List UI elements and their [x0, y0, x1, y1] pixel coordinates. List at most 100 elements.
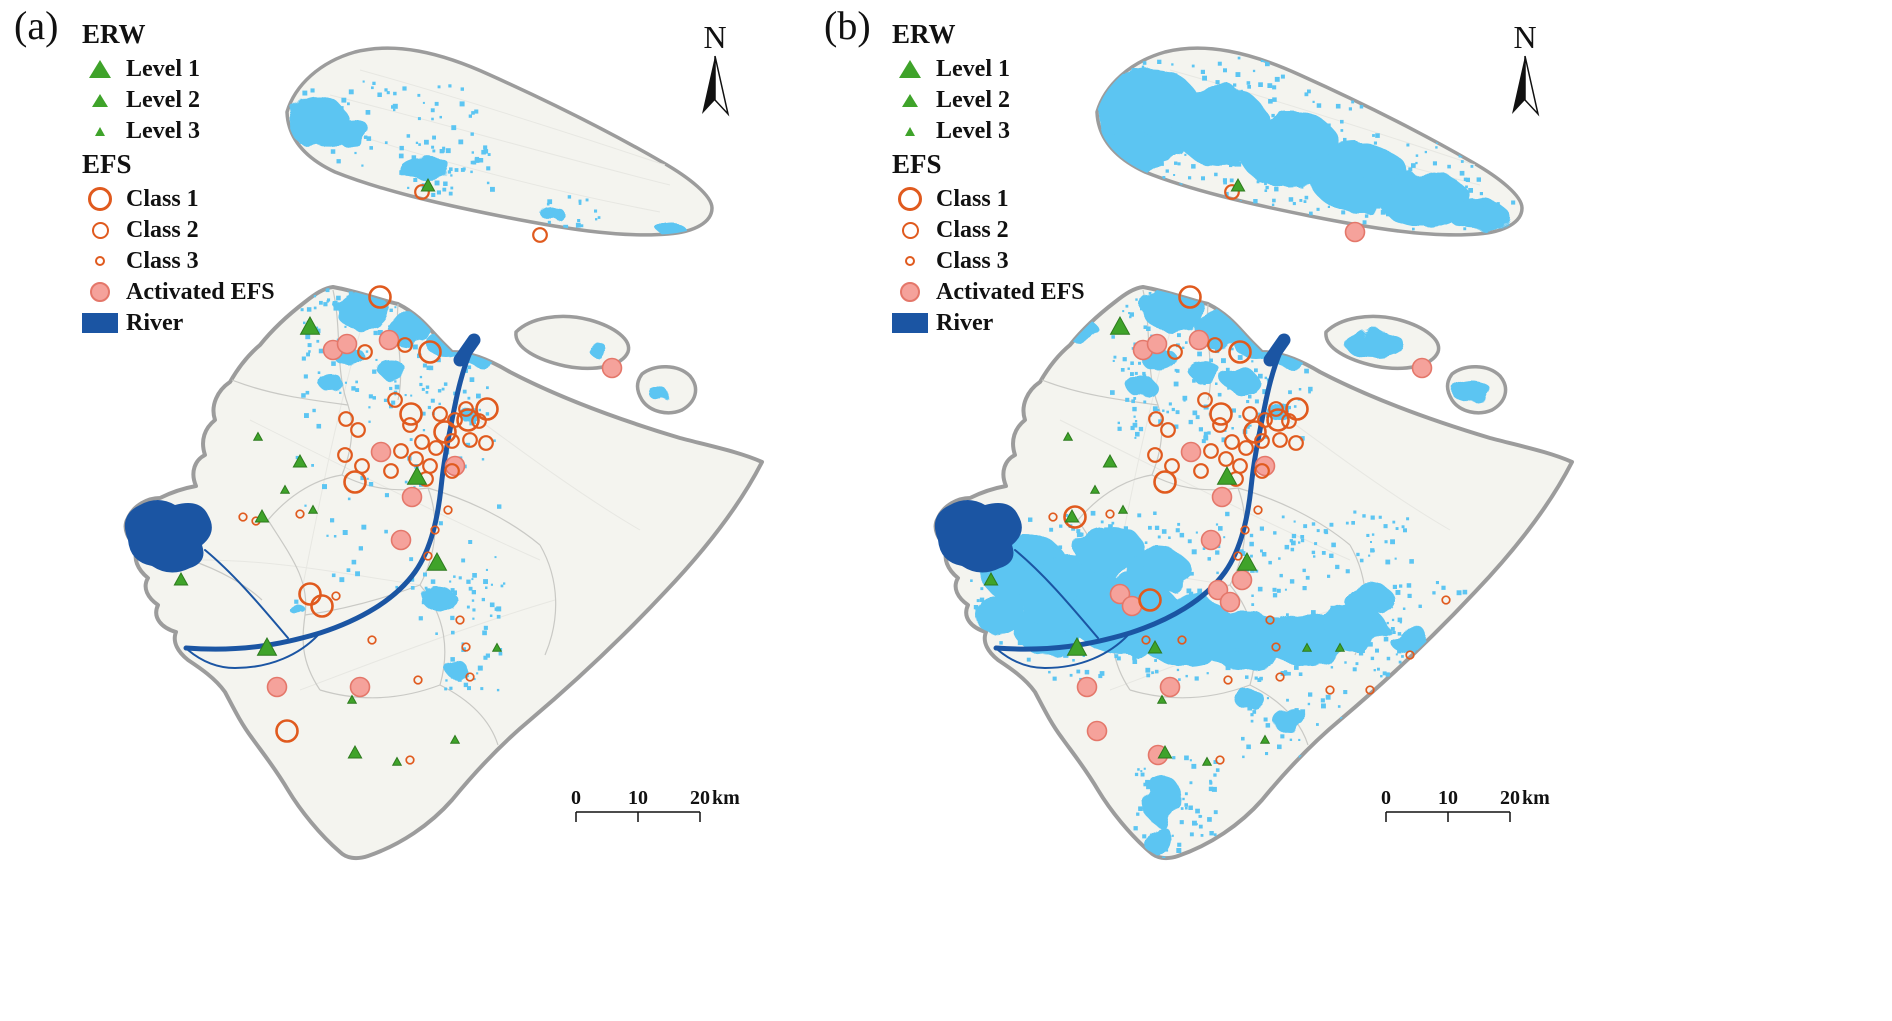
flood-speckle	[1392, 630, 1396, 634]
flood-speckle	[1254, 676, 1258, 680]
flood-speckle	[1272, 85, 1277, 90]
flood-speckle	[420, 293, 424, 297]
flood-speckle	[1319, 631, 1322, 634]
flood-speckle	[1149, 631, 1153, 635]
flood-speckle	[1052, 676, 1057, 681]
flood-area	[1095, 130, 1165, 180]
efs-class2-marker	[1167, 344, 1183, 360]
flood-speckle	[1287, 405, 1291, 410]
flood-speckle	[1199, 374, 1204, 379]
flood-speckle	[1258, 373, 1263, 379]
flood-speckle	[1112, 359, 1115, 362]
flood-speckle	[1329, 741, 1332, 744]
flood-speckle	[442, 146, 446, 150]
flood-speckle	[1215, 382, 1218, 385]
flood-speckle	[1516, 607, 1520, 611]
flood-speckle	[1153, 511, 1157, 515]
flood-speckle	[1135, 431, 1140, 437]
flood-speckle	[441, 387, 445, 391]
flood-area	[336, 290, 388, 330]
flood-speckle	[421, 161, 424, 164]
flood-speckle	[1280, 734, 1285, 739]
flood-speckle	[1272, 308, 1275, 311]
flood-speckle	[421, 164, 426, 169]
flood-speckle	[1155, 309, 1159, 313]
flood-speckle	[1207, 431, 1211, 435]
flood-speckle	[1225, 665, 1231, 671]
flood-speckle	[1411, 163, 1416, 168]
flood-speckle	[1300, 147, 1305, 153]
activated-efs-marker	[1159, 676, 1181, 698]
flood-speckle	[441, 164, 444, 167]
svg-text:0: 0	[1381, 788, 1391, 809]
legend-item-erw-level2: Level 2	[892, 85, 1085, 115]
flood-speckle	[1277, 744, 1282, 750]
flood-speckle	[327, 298, 331, 302]
flood-speckle	[1517, 615, 1522, 620]
flood-speckle	[368, 482, 374, 487]
flood-speckle	[1370, 656, 1375, 661]
flood-speckle	[430, 108, 435, 113]
flood-speckle	[1139, 568, 1143, 573]
flood-speckle	[1373, 147, 1377, 151]
flood-speckle	[1265, 176, 1269, 179]
flood-speckle	[1320, 190, 1325, 195]
legend-label-class2: Class 2	[126, 216, 199, 243]
flood-speckle	[1442, 210, 1445, 213]
flood-speckle	[1303, 524, 1308, 529]
flood-speckle	[1189, 832, 1194, 837]
flood-speckle	[1252, 69, 1256, 73]
flood-speckle	[410, 303, 413, 306]
flood-area	[334, 118, 370, 146]
flood-speckle	[1165, 784, 1169, 788]
erw-level3-marker	[252, 431, 264, 441]
flood-speckle	[1084, 669, 1090, 675]
flood-area	[1189, 362, 1221, 382]
flood-speckle	[1392, 202, 1397, 207]
flood-speckle	[1157, 59, 1162, 64]
flood-speckle	[1150, 306, 1153, 310]
flood-speckle	[417, 93, 421, 97]
flood-speckle	[333, 305, 339, 311]
flood-speckle	[399, 145, 404, 151]
flood-speckle	[1111, 521, 1115, 525]
flood-speckle	[1132, 406, 1137, 412]
flood-speckle	[1265, 185, 1269, 190]
flood-speckle	[1391, 166, 1396, 171]
flood-speckle	[409, 165, 412, 169]
svg-text:20: 20	[690, 788, 710, 809]
flood-speckle	[1384, 540, 1388, 544]
flood-speckle	[1509, 620, 1514, 625]
flood-speckle	[438, 521, 443, 526]
flood-speckle	[595, 218, 598, 221]
flood-speckle	[1396, 110, 1399, 113]
flood-speckle	[1494, 218, 1499, 223]
flood-speckle	[1163, 188, 1166, 192]
flood-speckle	[1258, 82, 1263, 87]
flood-speckle	[1316, 207, 1320, 211]
flood-speckle	[1272, 593, 1278, 598]
efs-class2-marker	[337, 447, 353, 463]
flood-speckle	[1264, 189, 1268, 192]
flood-speckle	[496, 688, 500, 692]
flood-speckle	[1392, 643, 1395, 647]
north-label: N	[1513, 19, 1537, 55]
flood-speckle	[1199, 303, 1202, 306]
flood-speckle	[970, 579, 973, 582]
flood-speckle	[1112, 131, 1115, 135]
flood-speckle	[1154, 659, 1157, 662]
activated-efs-marker	[1200, 529, 1222, 551]
flood-speckle	[1058, 545, 1063, 550]
legend-erw-title: ERW	[892, 19, 956, 49]
flood-speckle	[1325, 77, 1330, 82]
flood-speckle	[394, 393, 397, 396]
flood-speckle	[1189, 781, 1193, 785]
flood-speckle	[1059, 565, 1062, 569]
flood-speckle	[473, 421, 476, 425]
flood-speckle	[1387, 595, 1390, 598]
flood-speckle	[1060, 612, 1065, 618]
flood-speckle	[473, 677, 476, 681]
flood-speckle	[498, 651, 503, 656]
flood-speckle	[1290, 163, 1296, 168]
